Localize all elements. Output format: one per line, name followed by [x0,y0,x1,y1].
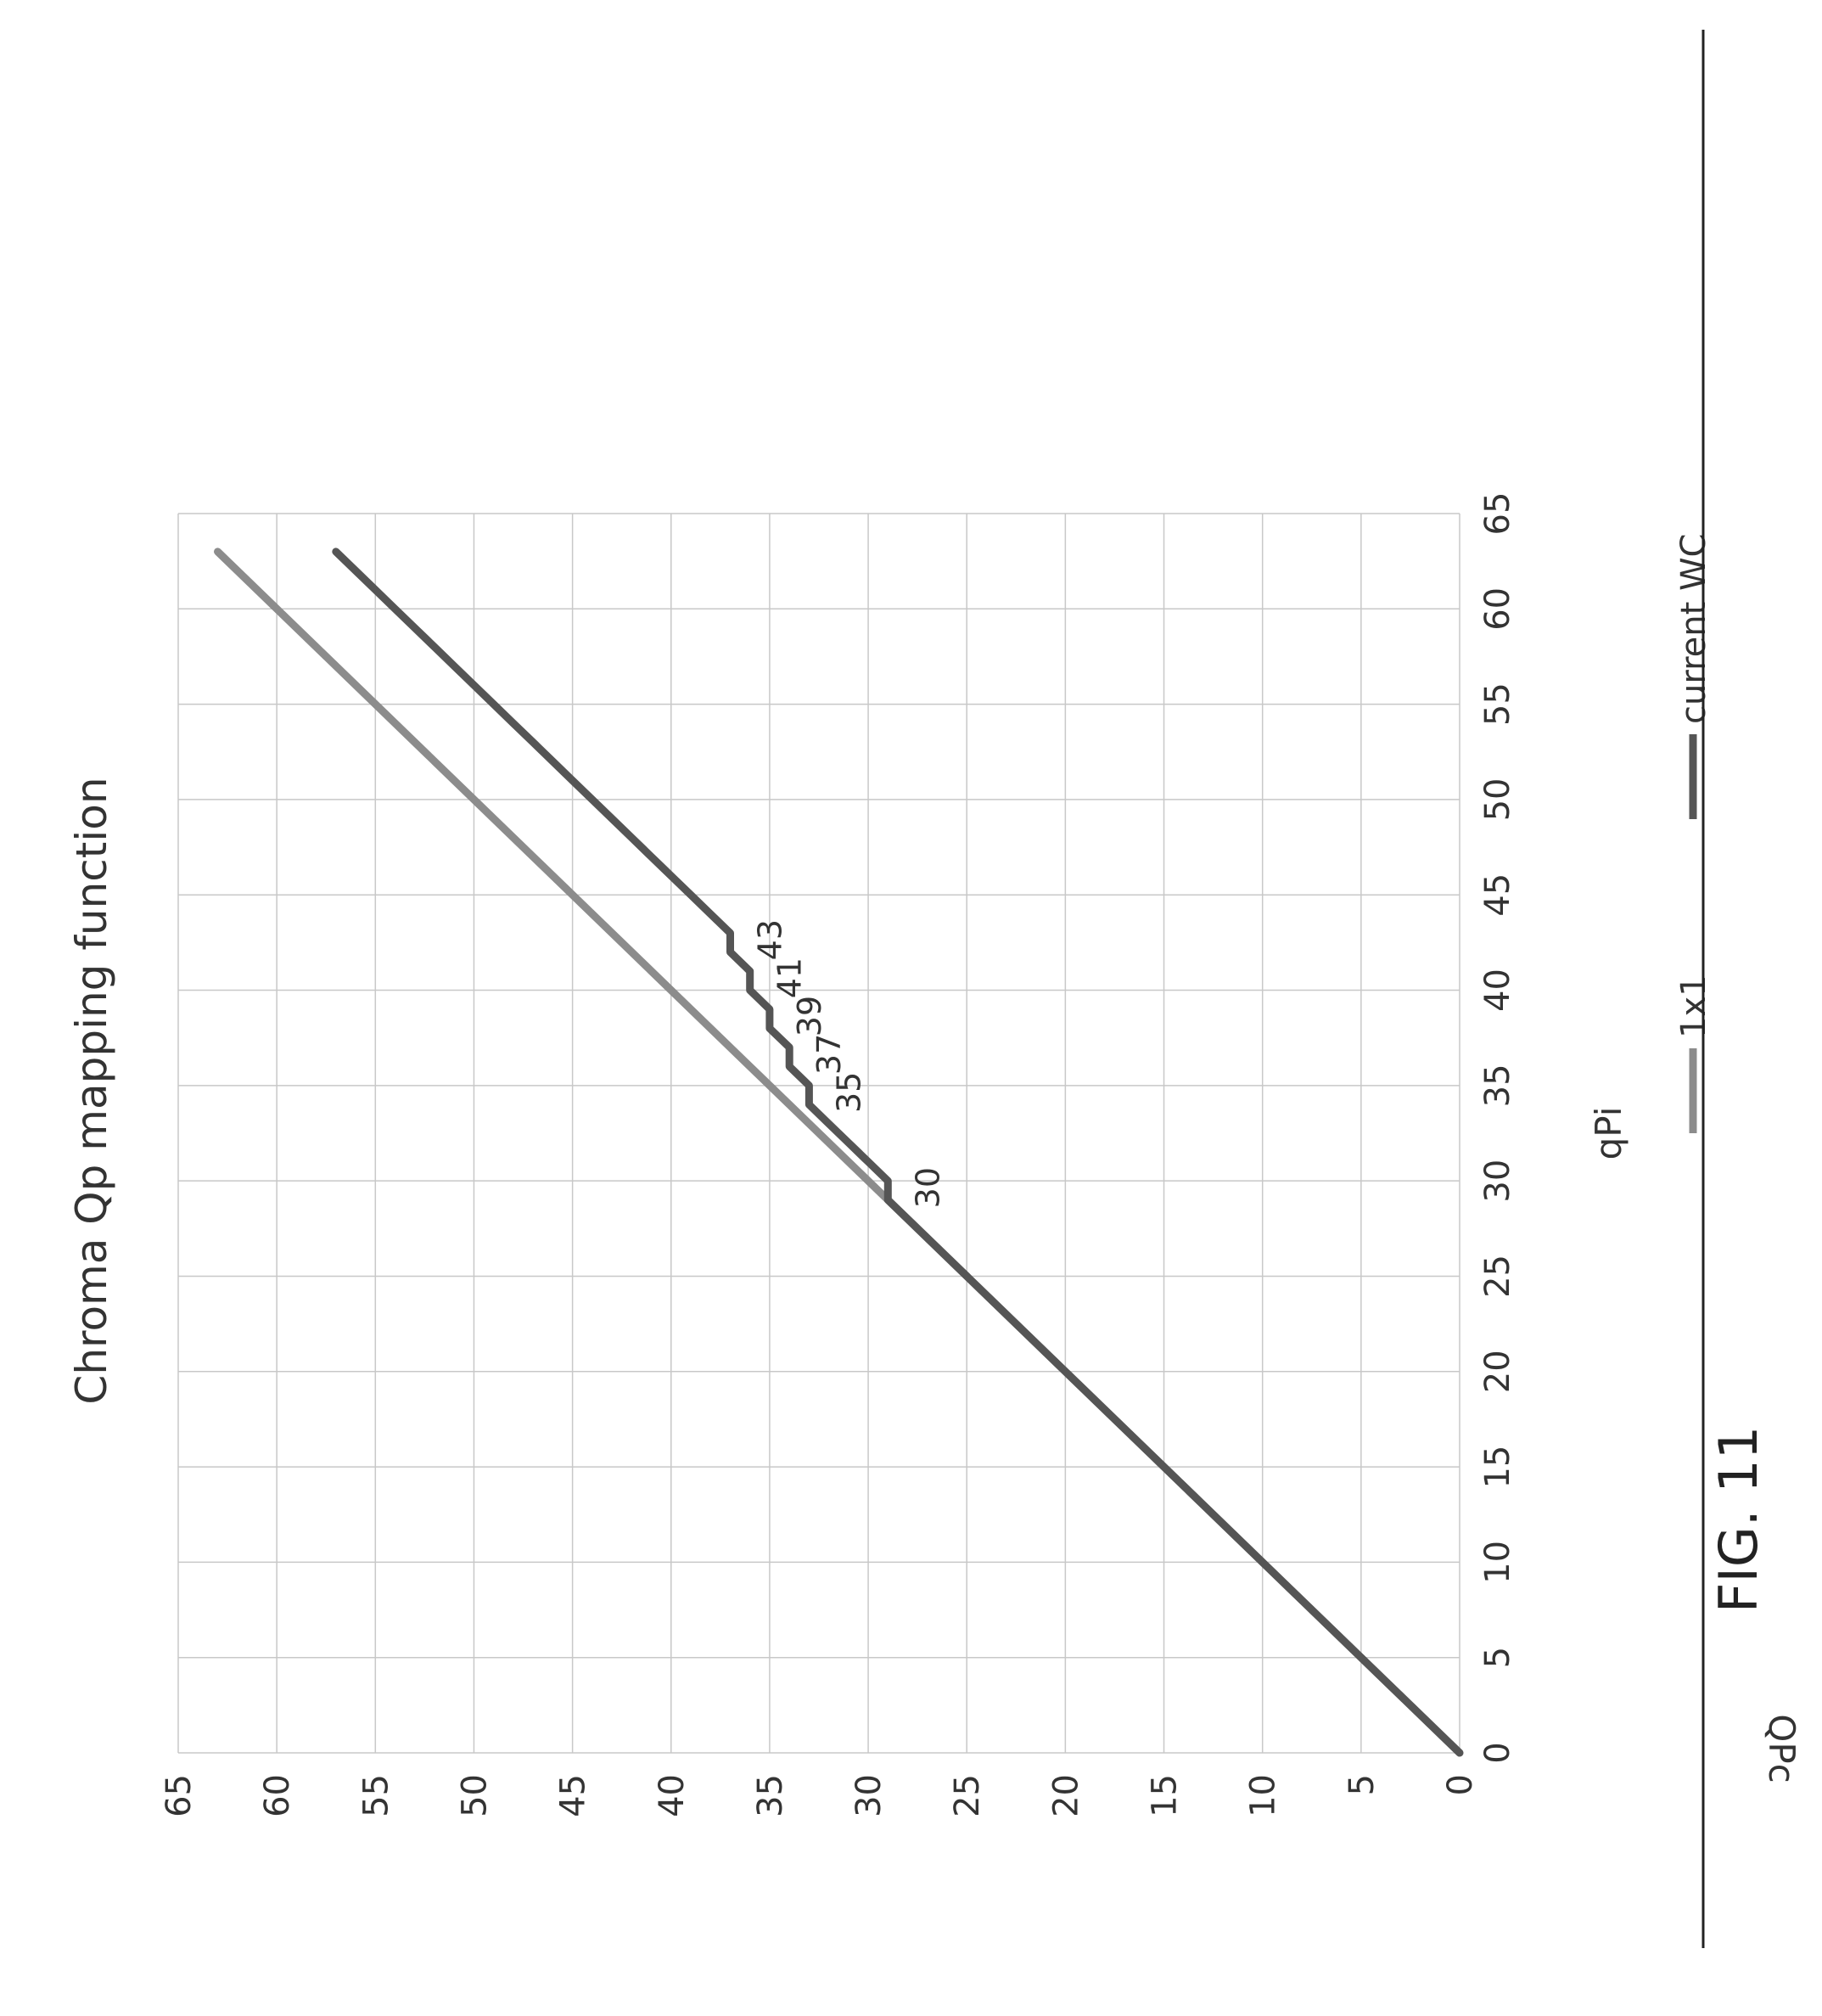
annotation-label: 37 [810,1034,848,1075]
legend-label: 1x1 [1674,974,1713,1038]
x-tick-label: 50 [1478,778,1517,821]
y-tick-label: 50 [455,1774,494,1817]
figure-label: FIG. 11 [1707,1426,1769,1613]
series-line-current-wc [332,548,1464,1757]
series-lines [214,548,1464,1757]
x-tick-label: 45 [1478,873,1517,917]
annotation-label: 30 [909,1167,946,1208]
chart-title: Chroma Qp mapping function [67,777,116,1404]
y-tick-label: 65 [160,1774,199,1817]
x-tick-label: 40 [1478,969,1517,1012]
y-tick-label: 60 [258,1774,297,1817]
x-tick-label: 55 [1478,682,1517,726]
x-tick-label: 20 [1478,1350,1517,1393]
y-tick-label: 35 [751,1774,790,1817]
legend-label: current WC [1674,534,1713,725]
annotation-label: 41 [771,957,809,998]
x-tick-label: 5 [1478,1647,1517,1668]
y-tick-label: 25 [948,1774,987,1817]
annotation-label: 43 [751,919,788,960]
x-tick-label: 10 [1478,1541,1517,1584]
y-tick-label: 20 [1046,1774,1085,1817]
y-tick-label: 0 [1441,1774,1480,1795]
x-tick-label: 35 [1478,1064,1517,1107]
x-tick-labels: 0 5 10 15 20 25 30 35 40 45 50 55 60 65 [1478,492,1517,1764]
x-tick-label: 60 [1478,587,1517,631]
annotation-label: 35 [830,1072,867,1113]
legend: 1x1 current WC [1674,534,1713,1133]
x-tick-label: 65 [1478,492,1517,536]
y-tick-label: 40 [653,1774,692,1817]
y-tick-label: 15 [1146,1774,1185,1817]
x-tick-label: 25 [1478,1255,1517,1298]
x-tick-label: 0 [1478,1742,1517,1763]
x-axis-label: qPi [1588,1107,1629,1160]
y-tick-labels: 0 5 10 15 20 25 30 35 40 45 50 55 60 65 [160,1774,1480,1817]
x-tick-label: 15 [1478,1446,1517,1489]
y-tick-label: 45 [554,1774,593,1817]
annotation-label: 39 [791,996,828,1036]
y-tick-label: 30 [849,1774,889,1817]
y-tick-label: 5 [1343,1774,1382,1795]
y-tick-label: 10 [1244,1774,1283,1817]
y-tick-label: 55 [356,1774,395,1817]
y-axis-label: QPc [1761,1714,1802,1783]
x-tick-label: 30 [1478,1160,1517,1203]
grid [177,513,1460,1754]
